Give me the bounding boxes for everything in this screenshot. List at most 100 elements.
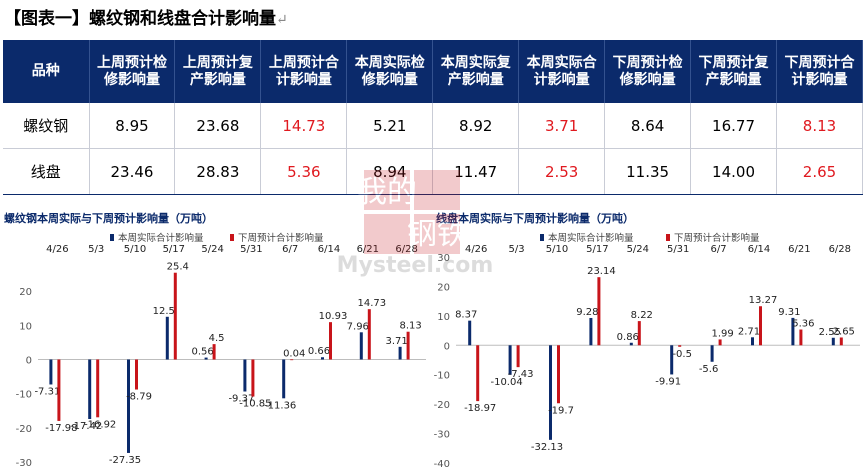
x-tick-label: 6/28 xyxy=(829,244,851,255)
data-label: 0.56 xyxy=(191,347,213,358)
data-label: -7.31 xyxy=(34,386,60,397)
data-label: -17.42 xyxy=(70,421,102,432)
table-cell: 14.73 xyxy=(260,103,348,149)
bar xyxy=(49,359,53,385)
legend-label: 本周实际合计影响量 xyxy=(548,232,634,244)
table-cell: 23.46 xyxy=(89,148,176,195)
bar xyxy=(367,309,371,360)
bar xyxy=(718,339,722,346)
y-tick-label: 10 xyxy=(19,321,32,332)
column-header: 上周预计复产影响量 xyxy=(174,40,262,103)
table-cell: 3.71 xyxy=(518,103,606,149)
column-header: 下周预计复产影响量 xyxy=(690,40,777,103)
x-tick-label: 5/17 xyxy=(586,244,608,255)
data-label: 1.99 xyxy=(711,328,733,339)
bar xyxy=(243,359,247,392)
table-row: 线盘 23.46 28.83 5.36 8.94 11.47 2.53 11.3… xyxy=(3,148,863,195)
bar xyxy=(204,357,208,360)
table-cell: 8.94 xyxy=(346,148,434,195)
data-label: -16.92 xyxy=(84,419,116,430)
bar xyxy=(629,342,633,346)
data-label: 9.31 xyxy=(778,307,800,318)
table-cell: 11.35 xyxy=(604,148,692,195)
x-tick-label: 6/14 xyxy=(748,244,770,255)
bar xyxy=(135,359,138,390)
legend-swatch xyxy=(110,234,114,241)
bar xyxy=(321,357,324,360)
data-label: 8.13 xyxy=(399,321,421,332)
data-label: -27.35 xyxy=(109,455,141,466)
y-tick-label: -30 xyxy=(434,430,450,441)
bar xyxy=(557,345,560,404)
x-tick-label: 5/24 xyxy=(627,244,649,255)
y-tick-label: 10 xyxy=(437,312,450,323)
column-header: 品种 xyxy=(3,40,90,103)
row-label: 线盘 xyxy=(3,148,90,195)
legend-label: 下周预计合计影响量 xyxy=(238,232,324,244)
data-label: 13.27 xyxy=(749,295,778,306)
x-tick-label: 5/10 xyxy=(124,244,146,255)
bar xyxy=(282,359,286,399)
chart-title: 螺纹钢本周实际与下周预计影响量（万吨） xyxy=(4,211,213,225)
x-tick-label: 4/26 xyxy=(465,244,487,255)
x-tick-label: 5/10 xyxy=(546,244,568,255)
table-cell: 8.92 xyxy=(432,103,520,149)
table-cell: 5.36 xyxy=(260,148,348,195)
bar xyxy=(88,359,92,420)
bar xyxy=(96,359,100,418)
bar xyxy=(173,272,177,360)
bar xyxy=(57,359,61,421)
chart-title: 线盘本周实际与下周预计影响量（万吨） xyxy=(436,211,634,225)
table-cell: 23.68 xyxy=(174,103,262,149)
data-label: -17.98 xyxy=(45,423,77,434)
x-tick-label: 5/3 xyxy=(88,244,104,255)
data-label: 2.71 xyxy=(738,326,760,337)
y-tick-label: 0 xyxy=(26,356,32,367)
y-tick-label: -20 xyxy=(16,424,32,435)
column-header: 下周预计检修影响量 xyxy=(604,40,692,103)
chart-svg: 线盘本周实际与下周预计影响量（万吨） 本周实际合计影响量 下周预计合计影响量 30 20… xyxy=(434,211,860,470)
y-tick-label: 20 xyxy=(19,287,32,298)
table-cell: 11.47 xyxy=(432,148,520,195)
x-tick-label: 5/3 xyxy=(509,244,525,255)
data-label: -10.85 xyxy=(239,399,271,410)
x-tick-label: 5/24 xyxy=(201,244,223,255)
column-header: 本周实际复产影响量 xyxy=(432,40,520,103)
data-label: -0.5 xyxy=(672,349,692,360)
data-label: -10.04 xyxy=(490,377,522,388)
x-tick-label: 4/26 xyxy=(46,244,68,255)
column-header: 下周预计合计影响量 xyxy=(776,40,863,103)
x-tick-label: 6/7 xyxy=(282,244,298,255)
table-header-row: 品种 上周预计检修影响量 上周预计复产影响量 上周预计合计影响量 本周实际检修影… xyxy=(3,40,863,103)
x-tick-label: 5/17 xyxy=(163,244,185,255)
data-label: -18.97 xyxy=(464,403,496,414)
y-tick-label: -30 xyxy=(16,458,32,469)
data-label: 5.36 xyxy=(792,319,814,330)
table-cell: 5.21 xyxy=(346,103,434,149)
y-tick-label: -20 xyxy=(434,400,450,411)
bar xyxy=(637,321,641,346)
data-label: -9.37 xyxy=(228,394,254,405)
data-label: 7.96 xyxy=(347,321,369,332)
column-header: 本周实际合计影响量 xyxy=(518,40,606,103)
legend-label: 下周预计合计影响量 xyxy=(674,232,760,244)
y-tick-label: 30 xyxy=(437,253,450,264)
bar xyxy=(516,345,520,368)
y-tick-label: -10 xyxy=(434,371,450,382)
data-label: 8.22 xyxy=(631,310,653,321)
bar xyxy=(290,359,294,361)
legend-label: 本周实际合计影响量 xyxy=(118,232,204,244)
bar xyxy=(359,332,363,360)
data-label: 23.14 xyxy=(587,266,616,277)
data-label: -32.13 xyxy=(531,442,563,453)
data-label: 0.86 xyxy=(617,332,639,343)
data-label: -19.7 xyxy=(548,405,574,416)
data-label: 3.71 xyxy=(385,336,407,347)
data-label: -11.36 xyxy=(264,400,296,411)
data-label: 2.65 xyxy=(833,326,855,337)
table-cell: 8.13 xyxy=(776,103,863,149)
data-label: 9.28 xyxy=(576,307,598,318)
y-tick-label: -40 xyxy=(434,459,450,470)
wire-rod-chart: 线盘本周实际与下周预计影响量（万吨） 本周实际合计影响量 下周预计合计影响量 30 20… xyxy=(432,208,864,470)
column-header: 本周实际检修影响量 xyxy=(346,40,434,103)
